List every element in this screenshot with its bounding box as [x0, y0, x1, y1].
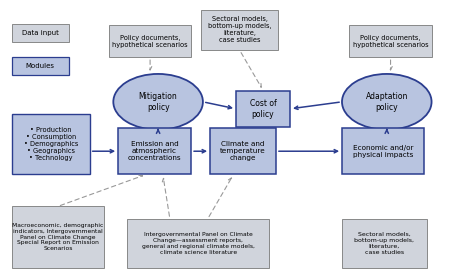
Text: Data input: Data input: [22, 30, 59, 36]
Text: Macroeconomic, demographic
indicators, Intergovernmental
Panel on Climate Change: Macroeconomic, demographic indicators, I…: [12, 223, 104, 251]
Ellipse shape: [113, 74, 203, 130]
FancyBboxPatch shape: [236, 91, 290, 127]
Text: Emission and
atmospheric
concentrations: Emission and atmospheric concentrations: [128, 141, 182, 161]
Ellipse shape: [342, 74, 431, 130]
Text: Policy documents,
hypothetical scenarios: Policy documents, hypothetical scenarios: [353, 35, 428, 48]
Text: Climate and
temperature
change: Climate and temperature change: [220, 141, 266, 161]
FancyBboxPatch shape: [12, 57, 69, 75]
Text: Modules: Modules: [26, 63, 55, 69]
FancyBboxPatch shape: [12, 24, 69, 42]
Text: Cost of
policy: Cost of policy: [250, 99, 276, 119]
Text: Mitigation
policy: Mitigation policy: [139, 92, 177, 112]
FancyBboxPatch shape: [109, 25, 191, 57]
Text: Policy documents,
hypothetical scenarios: Policy documents, hypothetical scenarios: [112, 35, 188, 48]
FancyBboxPatch shape: [201, 10, 278, 50]
FancyBboxPatch shape: [12, 114, 90, 174]
FancyBboxPatch shape: [342, 128, 425, 174]
Text: Sectoral models,
bottom-up models,
literature,
case studies: Sectoral models, bottom-up models, liter…: [208, 16, 271, 44]
Text: Economic and/or
physical impacts: Economic and/or physical impacts: [353, 145, 413, 158]
Text: Adaptation
policy: Adaptation policy: [365, 92, 408, 112]
FancyBboxPatch shape: [12, 206, 104, 268]
FancyBboxPatch shape: [210, 128, 276, 174]
Text: • Production
• Consumption
• Demographics
• Geographics
• Technology: • Production • Consumption • Demographic…: [24, 128, 78, 161]
FancyBboxPatch shape: [128, 219, 269, 268]
FancyBboxPatch shape: [349, 25, 431, 57]
FancyBboxPatch shape: [118, 128, 191, 174]
Text: Intergovernmental Panel on Climate
Change—assessment reports,
general and region: Intergovernmental Panel on Climate Chang…: [142, 232, 255, 255]
FancyBboxPatch shape: [342, 219, 427, 268]
Text: Sectoral models,
bottom-up models,
literature,
case studies: Sectoral models, bottom-up models, liter…: [355, 232, 414, 255]
